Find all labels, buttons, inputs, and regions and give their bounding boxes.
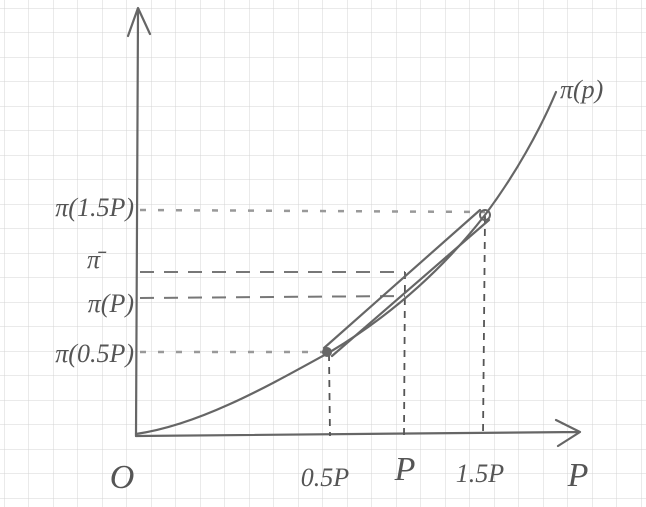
point — [322, 347, 332, 357]
y-label: π(P) — [88, 289, 134, 318]
y-label: π(0.5P) — [55, 339, 134, 368]
x-label: 0.5P — [301, 463, 350, 492]
x-axis-title: P — [567, 457, 589, 494]
x-label: P — [394, 451, 416, 488]
x-label: 1.5P — [456, 459, 505, 488]
sketch: π(1.5P) π̄ π(P) π(0.5P) O 0.5P P 1.5P P … — [0, 0, 646, 507]
y-label: π(1.5P) — [55, 193, 134, 222]
x-label: O — [110, 459, 135, 496]
curve-label: π(p) — [560, 75, 603, 104]
